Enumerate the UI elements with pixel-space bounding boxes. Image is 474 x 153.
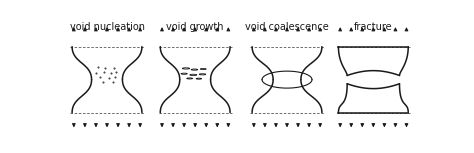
Text: void growth: void growth: [166, 22, 224, 32]
Text: void nucleation: void nucleation: [70, 22, 145, 32]
Text: fracture: fracture: [354, 22, 392, 32]
Text: void coalescence: void coalescence: [245, 22, 329, 32]
